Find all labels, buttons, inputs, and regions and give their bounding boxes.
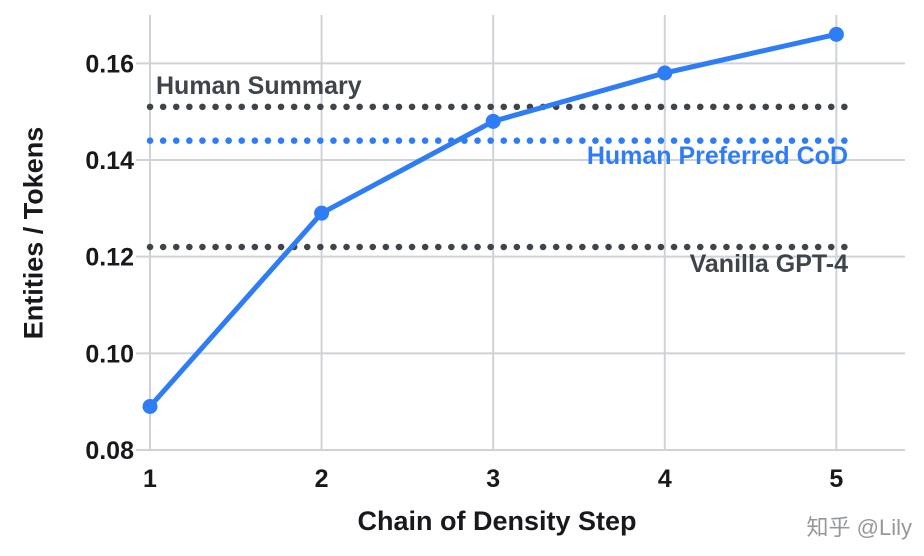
y-tick-label: 0.14 [85, 147, 134, 175]
y-tick-label: 0.12 [85, 244, 134, 272]
annotation-human-summary: Human Summary [156, 72, 362, 100]
x-tick-label: 2 [315, 465, 329, 493]
data-point [657, 65, 673, 81]
y-tick-label: 0.08 [85, 437, 134, 465]
data-point [485, 113, 501, 129]
x-tick-label: 1 [143, 465, 157, 493]
watermark: 知乎 @Lily [806, 515, 912, 540]
annotation-vanilla-gpt-4: Vanilla GPT-4 [689, 250, 848, 278]
y-tick-label: 0.16 [85, 50, 134, 78]
annotation-human-preferred-cod: Human Preferred CoD [586, 142, 848, 170]
data-point [314, 205, 330, 221]
x-tick-label: 4 [658, 465, 672, 493]
x-axis-title: Chain of Density Step [357, 506, 637, 536]
x-tick-label: 3 [486, 465, 500, 493]
y-tick-label: 0.10 [85, 340, 134, 368]
x-tick-label: 5 [829, 465, 843, 493]
data-point [828, 26, 844, 42]
data-point [142, 399, 158, 414]
y-axis-title: Entities / Tokens [18, 126, 49, 340]
